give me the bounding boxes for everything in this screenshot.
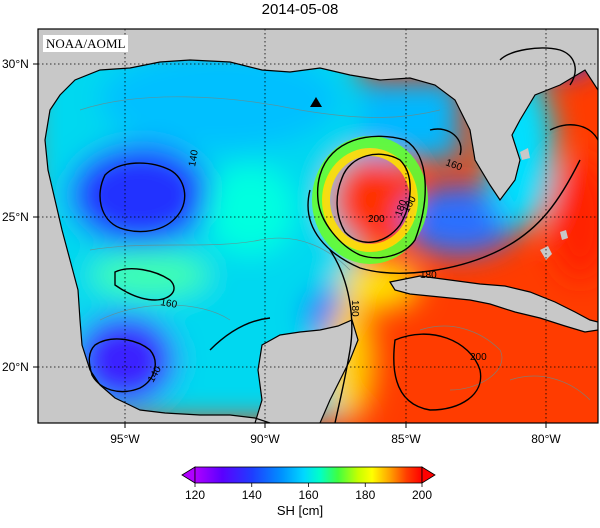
contour-label: 200 [368, 214, 385, 225]
graticule [38, 29, 598, 423]
contour-label: 160 [159, 297, 178, 311]
map-frame [37, 28, 599, 424]
map-title: 2014-05-08 [261, 1, 339, 18]
sea-height-field [38, 29, 598, 423]
lon-label-95w: 95°W [110, 432, 140, 446]
colorbar-tick: 140 [242, 488, 262, 502]
colorbar-tick: 200 [412, 488, 432, 502]
lon-label-85w: 85°W [391, 432, 421, 446]
contour-label: 180 [420, 270, 437, 281]
contour-label: 200 [470, 352, 487, 363]
contour-label: 180 [349, 300, 360, 317]
colorbar-tick: 180 [355, 488, 375, 502]
lon-label-90w: 90°W [250, 432, 280, 446]
black-triangle-marker [310, 97, 322, 107]
lat-label-30n: 30°N [2, 57, 29, 71]
lon-label-80w: 80°W [531, 432, 561, 446]
credit-label: NOAA/AOML [43, 35, 129, 52]
contour-label: 140 [187, 149, 201, 168]
lat-label-20n: 20°N [2, 360, 29, 374]
colorbar-tick: 160 [298, 488, 318, 502]
colorbar-tick: 120 [185, 488, 205, 502]
lat-label-25n: 25°N [2, 210, 29, 224]
colorbar: 120 140 160 180 200 [181, 466, 436, 502]
colorbar-label: SH [cm] [276, 503, 324, 518]
